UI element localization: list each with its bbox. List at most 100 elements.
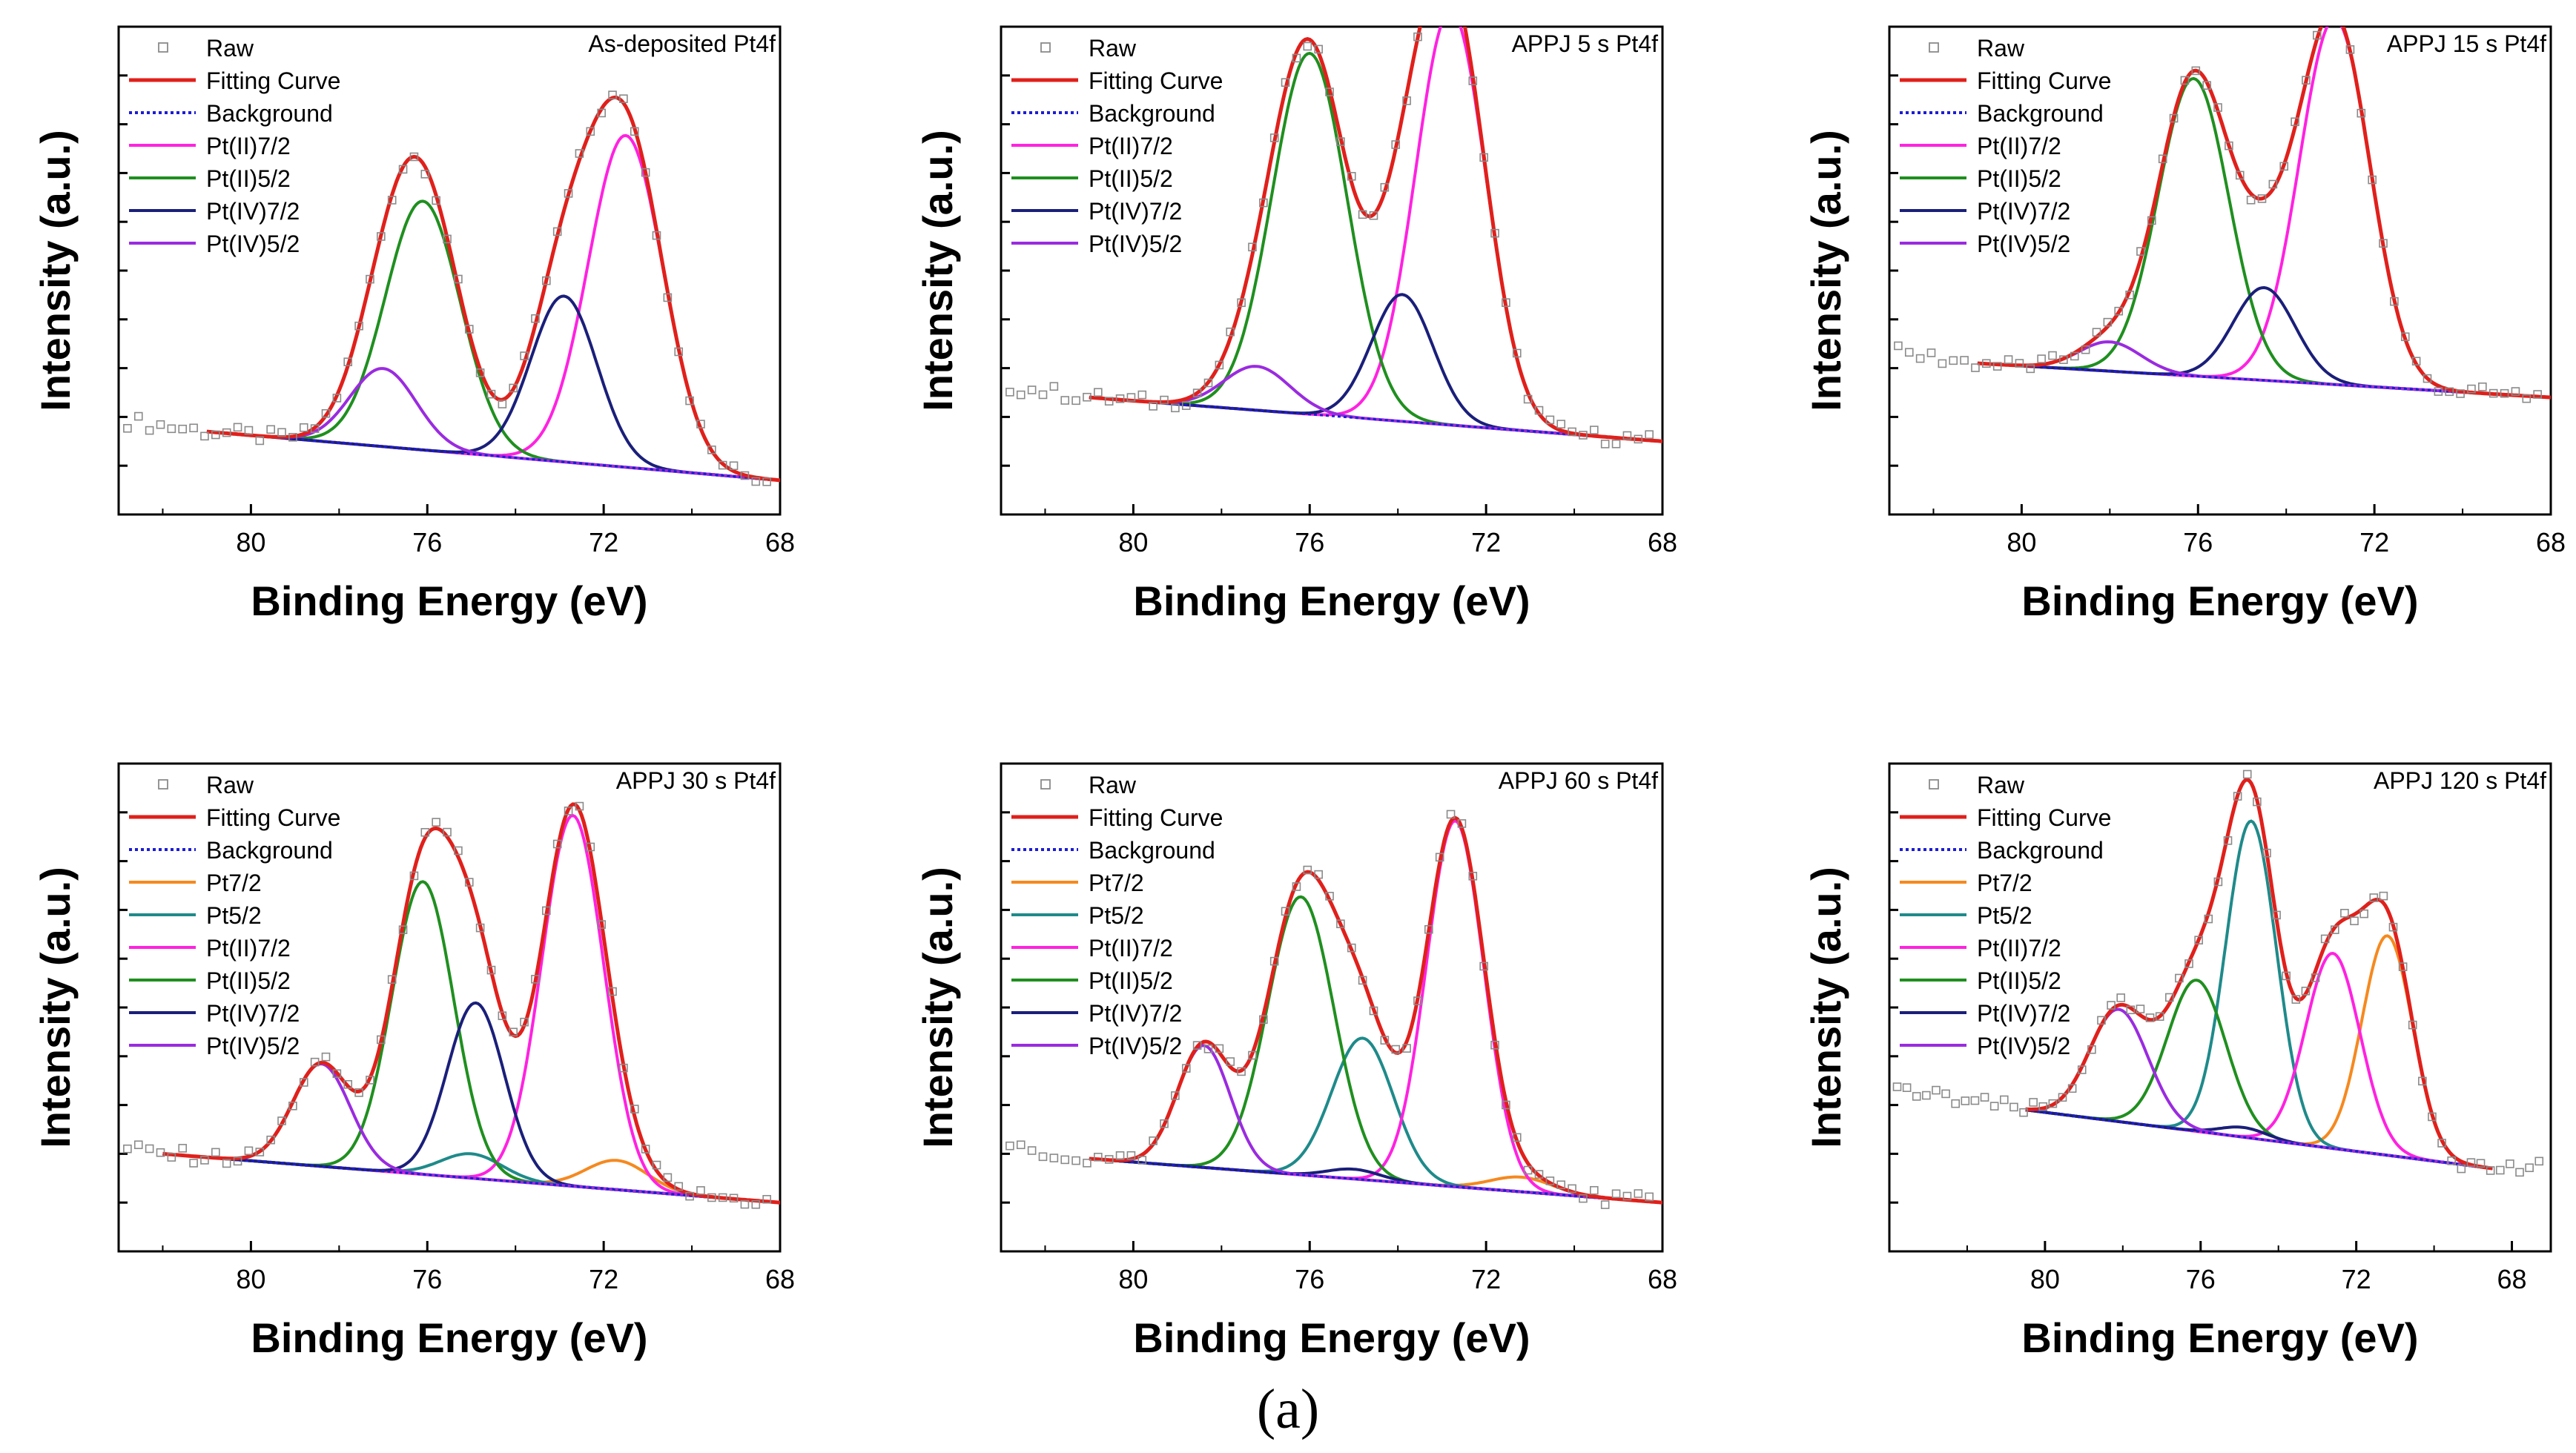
raw-point: [1457, 819, 1467, 828]
chart-title: APPJ 120 s Pt4f: [2374, 767, 2546, 794]
raw-point: [2302, 76, 2311, 85]
raw-point: [1600, 1200, 1610, 1209]
figure-caption: (a): [1256, 1378, 1320, 1440]
raw-point: [2116, 993, 2125, 1002]
raw-point: [277, 1116, 286, 1125]
legend-label: Background: [206, 100, 333, 127]
raw-point: [1999, 1095, 2009, 1105]
raw-point: [1413, 32, 1422, 42]
raw-point: [2340, 908, 2349, 918]
x-tick-label: 76: [2183, 527, 2213, 557]
raw-point: [1215, 1044, 1224, 1053]
raw-point: [1970, 1096, 1980, 1105]
raw-point: [288, 433, 297, 442]
legend-label: Pt(IV)7/2: [1977, 198, 2070, 225]
raw-point: [2500, 388, 2509, 398]
raw-point: [310, 1057, 320, 1067]
raw-point: [1016, 390, 1026, 400]
raw-point: [366, 1076, 374, 1085]
raw-point: [1181, 1064, 1191, 1073]
legend-label: Background: [1089, 837, 1215, 864]
raw-point: [2225, 141, 2233, 150]
raw-point: [1005, 388, 1014, 397]
background-curve: [206, 430, 780, 482]
raw-point: [542, 276, 551, 285]
raw-point: [1038, 1152, 1048, 1162]
x-tick-label: 72: [589, 527, 618, 557]
raw-point: [288, 1102, 297, 1111]
raw-point: [1479, 962, 1488, 971]
legend-label: Pt(II)5/2: [206, 967, 291, 994]
legend-label: Pt(IV)7/2: [206, 198, 300, 225]
raw-point: [619, 1063, 628, 1073]
raw-point: [520, 1017, 529, 1027]
raw-point: [1325, 892, 1334, 901]
y-axis-label: Intensity (a.u.): [1803, 130, 1849, 411]
raw-point: [707, 446, 716, 454]
raw-point: [1292, 53, 1301, 63]
raw-point: [2313, 30, 2322, 40]
raw-point: [2369, 893, 2379, 902]
raw-point: [343, 357, 353, 366]
raw-point: [2476, 1159, 2486, 1168]
legend-label: Pt(IV)7/2: [206, 1000, 300, 1027]
raw-point: [2015, 359, 2024, 368]
raw-point: [1094, 1153, 1103, 1162]
legend-label: Pt7/2: [206, 870, 262, 896]
raw-point: [2262, 848, 2271, 858]
fitting-curve: [206, 95, 780, 483]
raw-point: [1600, 440, 1610, 449]
raw-point: [2037, 354, 2046, 363]
legend: Raw Fitting Curve Background Pt7/2 Pt5/2 Pt(I…: [129, 772, 340, 1059]
raw-point: [1938, 359, 1947, 368]
raw-point: [1071, 1156, 1080, 1165]
raw-point: [233, 423, 242, 432]
legend-label: Pt(II)7/2: [1977, 935, 2061, 962]
raw-point: [1083, 392, 1092, 402]
legend: Raw Fitting Curve Background Pt7/2 Pt5/2 Pt(I…: [1011, 772, 1223, 1059]
raw-point: [2272, 910, 2281, 920]
legend-marker: [1929, 779, 1939, 790]
x-tick-label: 72: [1471, 527, 1501, 557]
x-axis-label: Binding Energy (eV): [251, 577, 647, 624]
raw-point: [1060, 396, 1070, 405]
raw-point: [630, 1105, 639, 1113]
raw-point: [1523, 394, 1533, 404]
raw-point: [630, 127, 639, 136]
legend-label: Pt(II)7/2: [206, 133, 291, 159]
raw-point: [1960, 356, 1969, 365]
raw-point: [277, 428, 286, 437]
raw-point: [1160, 1119, 1169, 1128]
raw-point: [2447, 1156, 2456, 1165]
raw-point: [2279, 162, 2289, 171]
raw-point: [2009, 1102, 2018, 1112]
raw-point: [2059, 355, 2068, 364]
raw-point: [762, 477, 771, 486]
raw-point: [1115, 1151, 1125, 1160]
legend-label: Background: [206, 837, 333, 864]
raw-point: [354, 1088, 363, 1097]
raw-point: [1005, 1141, 1014, 1151]
raw-point: [1380, 182, 1390, 192]
raw-point: [1248, 1050, 1257, 1060]
raw-point: [1347, 943, 1356, 953]
raw-point: [211, 430, 220, 440]
raw-point: [1369, 211, 1378, 220]
legend-label: Raw: [206, 35, 254, 62]
raw-point: [2081, 345, 2090, 354]
raw-point: [575, 801, 584, 811]
raw-point: [321, 408, 331, 418]
raw-point: [498, 400, 507, 408]
raw-point: [1490, 228, 1499, 238]
chart-title: APPJ 60 s Pt4f: [1499, 767, 1658, 794]
raw-point: [1203, 1045, 1213, 1053]
raw-point: [1961, 1096, 1970, 1105]
raw-point: [1534, 406, 1544, 415]
raw-point: [145, 426, 154, 435]
raw-point: [475, 923, 485, 933]
raw-point: [2466, 1158, 2476, 1167]
raw-point: [696, 1186, 705, 1195]
x-tick-label: 80: [236, 1264, 265, 1294]
raw-point: [1534, 1170, 1544, 1179]
raw-point: [2126, 1005, 2136, 1015]
